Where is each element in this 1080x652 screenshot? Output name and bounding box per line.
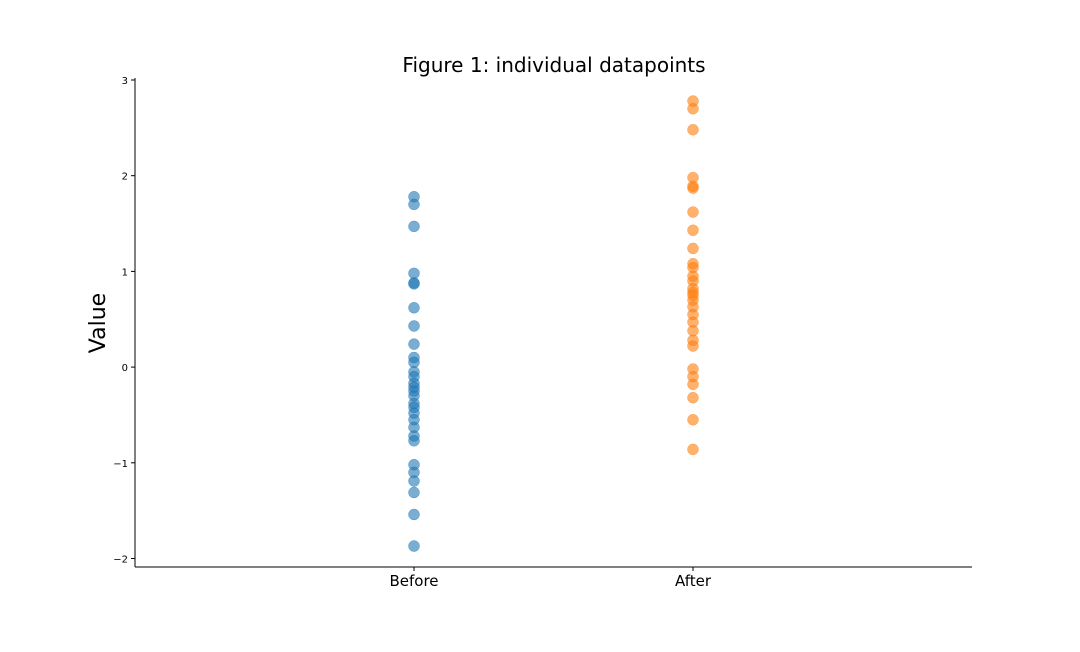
data-point <box>687 378 699 391</box>
data-point <box>687 206 699 218</box>
data-point <box>687 413 699 426</box>
data-point <box>687 443 699 456</box>
y-tick-label: 3 <box>122 76 128 87</box>
data-point <box>687 124 699 136</box>
x-tick-label: Before <box>389 572 438 590</box>
data-point <box>687 102 699 115</box>
y-tick-label: 1 <box>122 267 128 278</box>
x-tick-label: After <box>675 572 712 590</box>
data-point <box>408 486 420 499</box>
data-point <box>687 242 699 255</box>
y-tick-label: −1 <box>113 459 128 470</box>
y-tick-label: −2 <box>113 555 128 566</box>
data-point <box>687 340 699 352</box>
data-point <box>687 391 699 404</box>
y-axis-label: Value <box>86 293 111 353</box>
y-tick-label: 0 <box>122 363 128 374</box>
data-point <box>408 278 420 290</box>
data-point <box>687 224 699 236</box>
data-point <box>408 508 420 521</box>
data-point <box>408 302 420 314</box>
plot-area: −2 −1 0 1 2 3 Before After <box>113 76 972 590</box>
y-tick-label: 2 <box>122 172 128 183</box>
data-point <box>408 320 420 332</box>
chart-title: Figure 1: individual datapoints <box>402 53 705 77</box>
data-point <box>408 475 420 487</box>
data-point <box>408 338 420 350</box>
data-point <box>408 540 420 552</box>
data-point <box>687 182 699 194</box>
data-point <box>408 198 420 211</box>
data-point <box>408 220 420 233</box>
data-point <box>408 435 420 447</box>
